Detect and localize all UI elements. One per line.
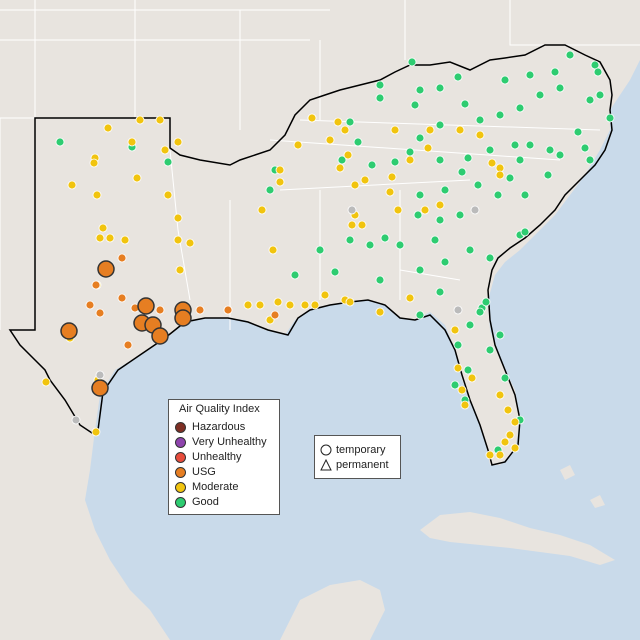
very-unhealthy-swatch-icon: [175, 436, 186, 448]
aqi-legend-title: Air Quality Index: [179, 403, 260, 415]
sensors-no-data: [71, 205, 480, 425]
legend-item-temporary: temporary: [320, 443, 386, 457]
legend-item-unhealthy: Unhealthy: [175, 450, 242, 464]
shape-legend: temporary permanent: [314, 435, 401, 479]
legend-item-very-unhealthy: Very Unhealthy: [175, 435, 267, 449]
hazardous-swatch-icon: [175, 421, 186, 433]
moderate-swatch-icon: [175, 481, 186, 493]
legend-item-permanent: permanent: [320, 458, 389, 472]
sensor-points: [41, 50, 615, 460]
triangle-icon: [320, 459, 332, 471]
sensors-usg-large: [60, 260, 192, 397]
sensors-moderate: [41, 113, 520, 460]
legend-label: Very Unhealthy: [192, 436, 267, 448]
circle-icon: [320, 444, 332, 456]
land-bahamas: [560, 465, 605, 508]
legend-label: Hazardous: [192, 421, 246, 433]
legend-label: temporary: [336, 444, 386, 456]
unhealthy-swatch-icon: [175, 451, 186, 463]
land-cuba: [420, 512, 615, 565]
land-yucatan: [280, 580, 385, 640]
legend-item-usg: USG: [175, 465, 216, 479]
usg-swatch-icon: [175, 466, 186, 478]
legend-item-hazardous: Hazardous: [175, 420, 245, 434]
legend-label: Moderate: [192, 481, 239, 493]
legend-label: permanent: [336, 459, 389, 471]
sensors-good: [55, 50, 615, 455]
legend-label: USG: [192, 466, 216, 478]
legend-item-moderate: Moderate: [175, 480, 238, 494]
good-swatch-icon: [175, 496, 186, 508]
legend-item-good: Good: [175, 495, 219, 509]
legend-label: Good: [192, 496, 219, 508]
sensors-usg-small: [85, 253, 280, 350]
legend-label: Unhealthy: [192, 451, 242, 463]
aqi-legend: Air Quality Index Hazardous Very Unhealt…: [168, 399, 280, 515]
